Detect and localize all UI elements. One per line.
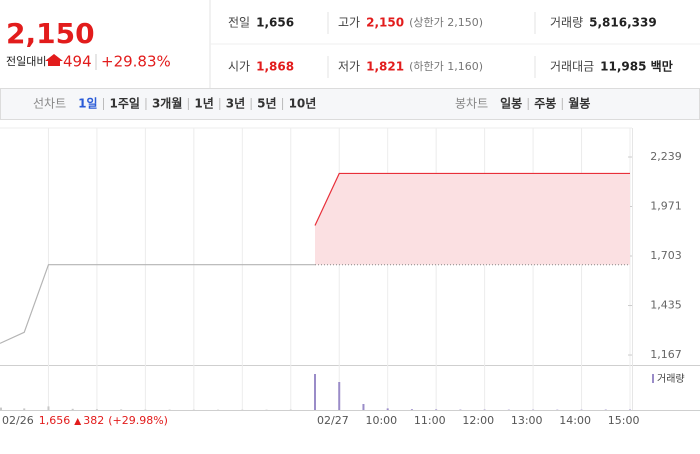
tab[interactable]: 주봉 bbox=[534, 97, 556, 111]
y-tick-label: 1,703 bbox=[650, 249, 682, 262]
footer-price: 1,656 bbox=[39, 414, 71, 427]
tab-bar bbox=[1, 89, 700, 120]
stat-label: 거래량 bbox=[550, 16, 583, 30]
tab[interactable]: 일봉 bbox=[500, 97, 522, 111]
change-label: 전일대비 bbox=[6, 54, 46, 68]
x-tick-label: 12:00 bbox=[462, 414, 494, 427]
volume-bar bbox=[362, 404, 364, 410]
volume-bar bbox=[72, 409, 74, 410]
footer-rate: (+29.98%) bbox=[108, 414, 168, 427]
volume-bar bbox=[47, 406, 49, 410]
price: 2,150 bbox=[6, 17, 95, 50]
tab[interactable]: 3개월 bbox=[152, 96, 182, 111]
stat-label: 시가 bbox=[228, 60, 250, 74]
rate: +29.83% bbox=[101, 53, 171, 71]
x-tick-label: 10:00 bbox=[365, 414, 397, 427]
tab[interactable]: 1일 bbox=[78, 97, 97, 111]
volume-bar bbox=[387, 408, 389, 410]
volume-bar bbox=[23, 408, 25, 410]
tab[interactable]: 1년 bbox=[194, 97, 213, 111]
area-fill bbox=[315, 173, 630, 264]
x-tick-label: 02/26 bbox=[2, 414, 34, 427]
stat-label: 고가 bbox=[338, 16, 360, 30]
tab[interactable]: 1주일 bbox=[110, 97, 140, 111]
stat-value: 1,656 bbox=[256, 16, 294, 30]
stat-value: 1,868 bbox=[256, 60, 294, 74]
tab-group-label: 봉차트 bbox=[455, 97, 488, 111]
volume-bar bbox=[0, 408, 2, 410]
change: 494 bbox=[63, 53, 92, 71]
tab[interactable]: 월봉 bbox=[568, 96, 590, 111]
tab[interactable]: 3년 bbox=[226, 97, 245, 111]
stat-label: 저가 bbox=[338, 60, 360, 74]
volume-bar bbox=[435, 409, 437, 410]
footer-change: 382 bbox=[83, 414, 104, 427]
volume-bar bbox=[120, 409, 122, 410]
tab[interactable]: 5년 bbox=[257, 97, 276, 111]
y-tick-label: 1,167 bbox=[650, 348, 682, 361]
stat-value: 11,985 백만 bbox=[600, 59, 673, 74]
stat-value: 5,816,339 bbox=[589, 16, 657, 30]
x-tick-label: 13:00 bbox=[511, 414, 543, 427]
stat-label: 전일 bbox=[228, 16, 250, 30]
legend-swatch bbox=[652, 374, 654, 383]
stat-value: 1,821 bbox=[366, 60, 404, 74]
y-tick-label: 2,239 bbox=[650, 150, 682, 163]
x-tick-label: 14:00 bbox=[559, 414, 591, 427]
volume-bar bbox=[96, 409, 98, 410]
legend-label: 거래량 bbox=[657, 373, 685, 385]
volume-bar bbox=[338, 382, 340, 410]
y-tick-label: 1,971 bbox=[650, 200, 682, 213]
tab-group-label: 선차트 bbox=[33, 97, 66, 111]
x-tick-label: 15:00 bbox=[608, 414, 640, 427]
stat-label: 거래대금 bbox=[550, 60, 594, 74]
x-tick-label: 11:00 bbox=[414, 414, 446, 427]
x-tick-label: 02/27 bbox=[317, 414, 349, 427]
volume-bar bbox=[411, 409, 413, 410]
tab[interactable]: 10년 bbox=[289, 97, 317, 111]
y-tick-label: 1,435 bbox=[650, 299, 682, 312]
volume-bar bbox=[314, 374, 316, 410]
stat-note: (하한가 1,160) bbox=[409, 59, 483, 73]
stat-note: (상한가 2,150) bbox=[409, 16, 483, 29]
stat-value: 2,150 bbox=[366, 16, 404, 30]
